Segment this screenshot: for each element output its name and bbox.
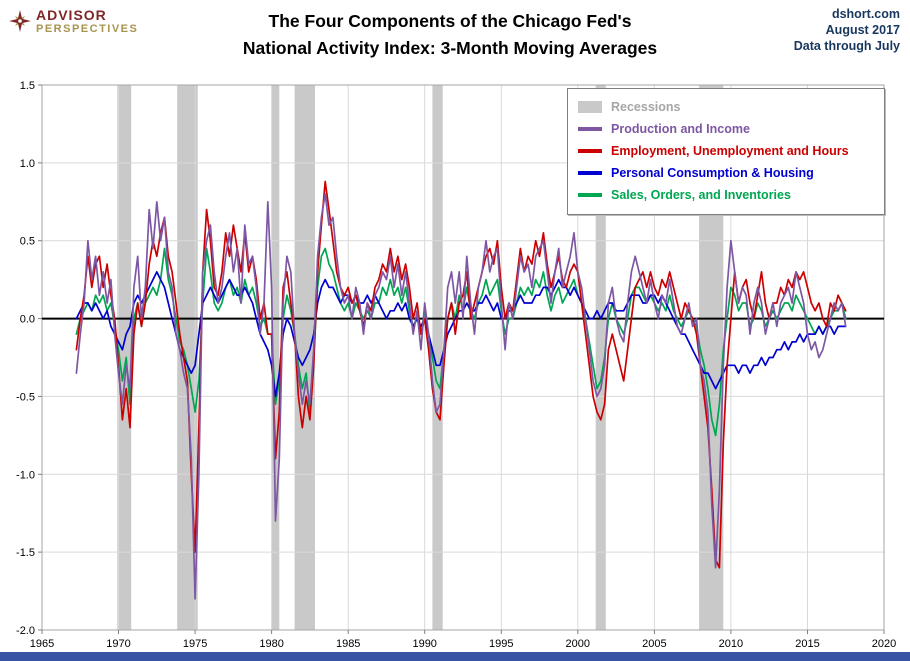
svg-text:0.0: 0.0 — [20, 314, 35, 326]
svg-text:2005: 2005 — [642, 638, 666, 650]
recession-bands — [117, 85, 724, 630]
sales-line-swatch — [578, 193, 602, 197]
source-site: dshort.com — [831, 7, 900, 21]
svg-text:1995: 1995 — [489, 638, 513, 650]
advisor-perspectives-logo: ADVISOR PERSPECTIVES — [8, 8, 138, 36]
legend-item-recessions: Recessions — [578, 96, 874, 118]
chart-legend: Recessions Production and Income Employm… — [567, 88, 885, 215]
source-date: August 2017 — [825, 23, 900, 37]
svg-text:-1.5: -1.5 — [16, 547, 35, 559]
employment-line-swatch — [578, 149, 602, 153]
svg-text:1990: 1990 — [412, 638, 436, 650]
svg-text:2020: 2020 — [872, 638, 896, 650]
legend-label-sales: Sales, Orders, and Inventories — [611, 188, 791, 202]
source-info: dshort.com August 2017 Data through July — [794, 6, 900, 54]
logo-line-advisor: ADVISOR — [36, 7, 107, 23]
svg-text:1.0: 1.0 — [20, 158, 35, 170]
logo-line-perspectives: PERSPECTIVES — [36, 23, 139, 35]
svg-text:-2.0: -2.0 — [16, 625, 35, 637]
svg-text:-0.5: -0.5 — [16, 391, 35, 403]
legend-label-employment: Employment, Unemployment and Hours — [611, 144, 849, 158]
legend-item-production-and-income: Production and Income — [578, 118, 874, 140]
legend-label-production: Production and Income — [611, 122, 750, 136]
chart-title-line1: The Four Components of the Chicago Fed's — [268, 11, 632, 31]
svg-text:1975: 1975 — [183, 638, 207, 650]
series-production-and-income — [75, 193, 847, 600]
legend-item-sales-orders-inventories: Sales, Orders, and Inventories — [578, 184, 874, 206]
axis-ticks — [38, 84, 885, 634]
svg-text:-1.0: -1.0 — [16, 469, 35, 481]
consumption-line-swatch — [578, 171, 602, 175]
chart-title-line2: National Activity Index: 3-Month Moving … — [242, 38, 658, 58]
chart-title: The Four Components of the Chicago Fed's… — [120, 8, 780, 62]
logo-text: ADVISOR PERSPECTIVES — [36, 8, 138, 36]
series-personal-consumption-housing — [75, 271, 847, 398]
legend-item-employment: Employment, Unemployment and Hours — [578, 140, 874, 162]
svg-text:1985: 1985 — [336, 638, 360, 650]
compass-icon — [9, 10, 31, 32]
chart-canvas: 1965 1970 1975 1980 1985 1990 1995 2000 2005 2010… — [16, 80, 896, 650]
legend-label-recessions: Recessions — [611, 100, 681, 114]
x-axis-labels: 1965 1970 1975 1980 1985 1990 1995 2000 2005 2010… — [30, 638, 896, 650]
source-note: Data through July — [793, 39, 900, 53]
svg-text:1965: 1965 — [30, 638, 54, 650]
plot-border — [41, 84, 885, 631]
y-axis-labels: 1.5 1.0 0.5 0.0 -0.5 -1.0 -1.5 -2.0 — [16, 80, 35, 637]
production-line-swatch — [578, 127, 602, 131]
header: ADVISOR PERSPECTIVES The Four Components… — [0, 0, 910, 78]
svg-text:1980: 1980 — [259, 638, 283, 650]
svg-text:1970: 1970 — [106, 638, 130, 650]
legend-item-consumption-housing: Personal Consumption & Housing — [578, 162, 874, 184]
svg-text:1.5: 1.5 — [20, 80, 35, 92]
legend-label-consumption: Personal Consumption & Housing — [611, 166, 814, 180]
footer-bar — [0, 652, 910, 661]
svg-text:2010: 2010 — [719, 638, 743, 650]
svg-text:2015: 2015 — [795, 638, 819, 650]
recession-swatch — [578, 101, 602, 113]
svg-text:0.5: 0.5 — [20, 236, 35, 248]
svg-text:2000: 2000 — [566, 638, 590, 650]
